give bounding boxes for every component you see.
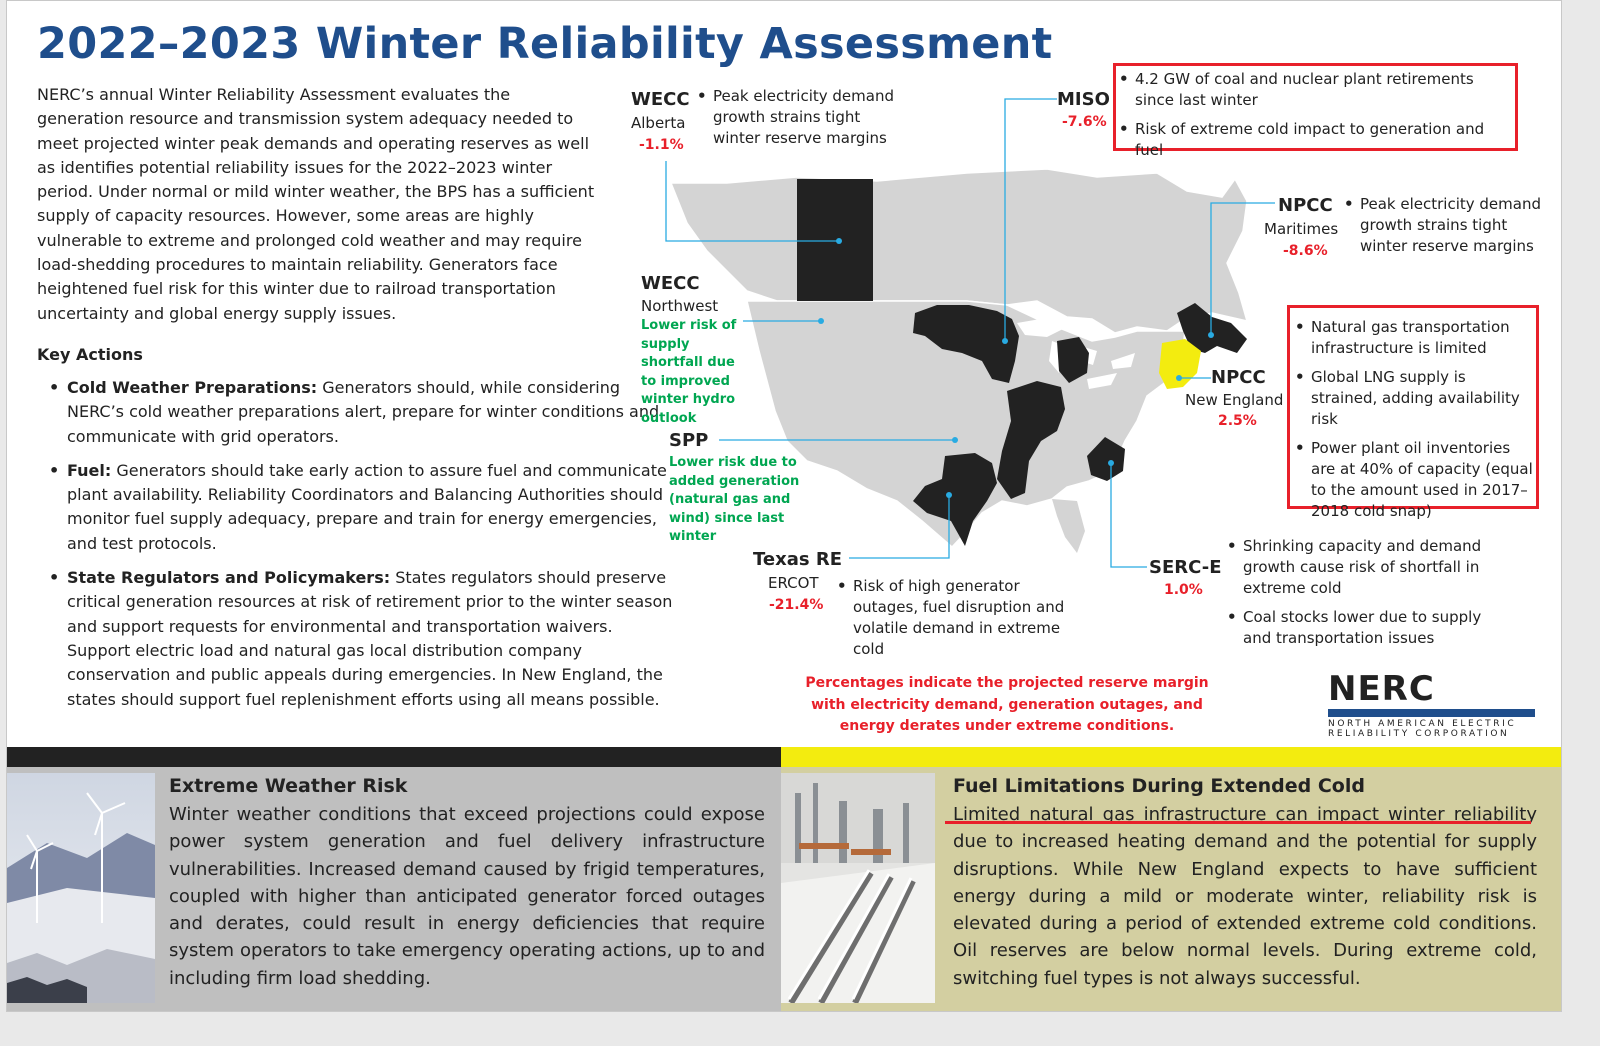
spp-name: SPP (669, 430, 709, 451)
wecc-alberta-pct: -1.1% (639, 137, 684, 153)
npcc-maritimes-pct: -8.6% (1283, 243, 1328, 259)
key-action-item: State Regulators and Policymakers: State… (49, 566, 679, 712)
leader-dots (818, 238, 1214, 498)
note-item: 4.2 GW of coal and nuclear plant retirem… (1117, 69, 1509, 111)
region-new-england (1159, 339, 1201, 389)
note-item: Coal stocks lower due to supply and tran… (1225, 607, 1485, 649)
lead-underline (945, 821, 1531, 824)
extreme-weather-title: Extreme Weather Risk (169, 775, 408, 797)
right-panel-accent-bar (781, 747, 1561, 767)
wecc-alberta-sub: Alberta (631, 114, 686, 132)
north-america-map (665, 98, 1275, 568)
intro-paragraph: NERC’s annual Winter Reliability Assessm… (37, 85, 595, 323)
wecc-northwest-note: Lower risk of supply shortfall due to im… (641, 318, 737, 426)
miso-name: MISO (1057, 89, 1110, 110)
npcc-ne-notes: Natural gas transportation infrastructur… (1293, 317, 1533, 530)
region-miso-south (913, 453, 997, 546)
leader-lines (665, 98, 1275, 568)
region-npcc-maritimes (1177, 303, 1247, 353)
region-miso-central (997, 381, 1065, 499)
key-action-item: Fuel: Generators should take early actio… (49, 459, 679, 556)
key-action-heading: State Regulators and Policymakers: (67, 568, 391, 588)
texas-re-notes: Risk of high generator outages, fuel dis… (835, 576, 1075, 668)
wecc-alberta-name: WECC (631, 89, 690, 110)
note-item: Peak electricity demand growth strains t… (1342, 194, 1542, 257)
note-item: Global LNG supply is strained, adding av… (1293, 367, 1533, 430)
npcc-maritimes-name: NPCC (1278, 195, 1333, 216)
note-item: Risk of high generator outages, fuel dis… (835, 576, 1075, 660)
logo-tagline-line1: NORTH AMERICAN ELECTRIC (1328, 719, 1517, 729)
wecc-northwest-sub: Northwest (641, 297, 719, 315)
fuel-limitations-lead: Limited natural gas infrastructure can i… (953, 804, 1537, 825)
logo-wordmark: NERC (1328, 669, 1435, 709)
note-item: Shrinking capacity and demand growth cau… (1225, 536, 1485, 599)
texas-re-pct: -21.4% (769, 597, 824, 613)
region-serc-e (1087, 437, 1125, 481)
logo-bar (1328, 709, 1535, 717)
fuel-limitations-panel: Fuel Limitations During Extended Cold Li… (781, 767, 1561, 1011)
fuel-limitations-title: Fuel Limitations During Extended Cold (953, 775, 1365, 797)
left-panel-accent-bar (7, 747, 781, 767)
spp-note: Lower risk due to added generation (natu… (669, 455, 800, 544)
wecc-alberta-notes: Peak electricity demand growth strains t… (695, 86, 905, 157)
npcc-maritimes-notes: Peak electricity demand growth strains t… (1342, 194, 1542, 265)
note-item: Risk of extreme cold impact to generatio… (1117, 119, 1509, 161)
miso-notes: 4.2 GW of coal and nuclear plant retirem… (1117, 69, 1509, 169)
key-action-heading: Cold Weather Preparations: (67, 378, 318, 397)
miso-pct: -7.6% (1062, 114, 1107, 130)
florida-landmass (1052, 499, 1085, 553)
serc-e-name: SERC-E (1149, 557, 1222, 578)
note-item: Power plant oil inventories are at 40% o… (1293, 438, 1533, 522)
key-action-text: States regulators should preserve critic… (67, 568, 673, 709)
map-footnote: Percentages indicate the projected reser… (805, 675, 1209, 734)
npcc-maritimes-sub: Maritimes (1264, 220, 1339, 238)
key-action-item: Cold Weather Preparations: Generators sh… (49, 376, 679, 449)
logo-tagline: NORTH AMERICAN ELECTRIC RELIABILITY CORP… (1328, 719, 1516, 739)
wind-turbine-photo (7, 773, 155, 1003)
serc-e-pct: 1.0% (1164, 582, 1203, 598)
npcc-ne-sub: New England (1185, 391, 1284, 409)
key-action-heading: Fuel: (67, 460, 112, 480)
extreme-weather-body: Winter weather conditions that exceed pr… (169, 804, 765, 989)
region-alberta (797, 179, 873, 301)
region-miso-north (913, 305, 1019, 383)
page-title: 2022–2023 Winter Reliability Assessment (37, 19, 1053, 69)
npcc-ne-name: NPCC (1211, 367, 1266, 388)
region-miso-michigan (1057, 337, 1089, 383)
fuel-limitations-body: Limited natural gas infrastructure can i… (953, 801, 1537, 992)
texas-re-sub: ERCOT (768, 574, 819, 592)
logo-tagline-line2: RELIABILITY CORPORATION (1328, 729, 1510, 739)
extreme-weather-panel: Extreme Weather Risk Winter weather cond… (7, 767, 781, 1011)
key-action-text: Generators should take early action to a… (67, 460, 667, 553)
texas-re-name: Texas RE (753, 549, 842, 570)
infographic-page: 2022–2023 Winter Reliability Assessment … (6, 0, 1562, 1012)
nerc-logo: NERC NORTH AMERICAN ELECTRIC RELIABILITY… (1328, 669, 1538, 739)
snowy-pipeline-photo (781, 773, 935, 1003)
wecc-northwest-name: WECC (641, 273, 700, 294)
note-item: Natural gas transportation infrastructur… (1293, 317, 1533, 359)
key-actions-title: Key Actions (37, 345, 143, 364)
npcc-ne-pct: 2.5% (1218, 413, 1257, 429)
fuel-limitations-text: due to increased heating demand and the … (953, 831, 1537, 989)
note-item: Peak electricity demand growth strains t… (695, 86, 905, 149)
key-action-text: Generators should, while considering NER… (67, 378, 660, 446)
serc-e-notes: Shrinking capacity and demand growth cau… (1225, 536, 1485, 657)
key-actions-list: Cold Weather Preparations: Generators sh… (49, 376, 679, 722)
